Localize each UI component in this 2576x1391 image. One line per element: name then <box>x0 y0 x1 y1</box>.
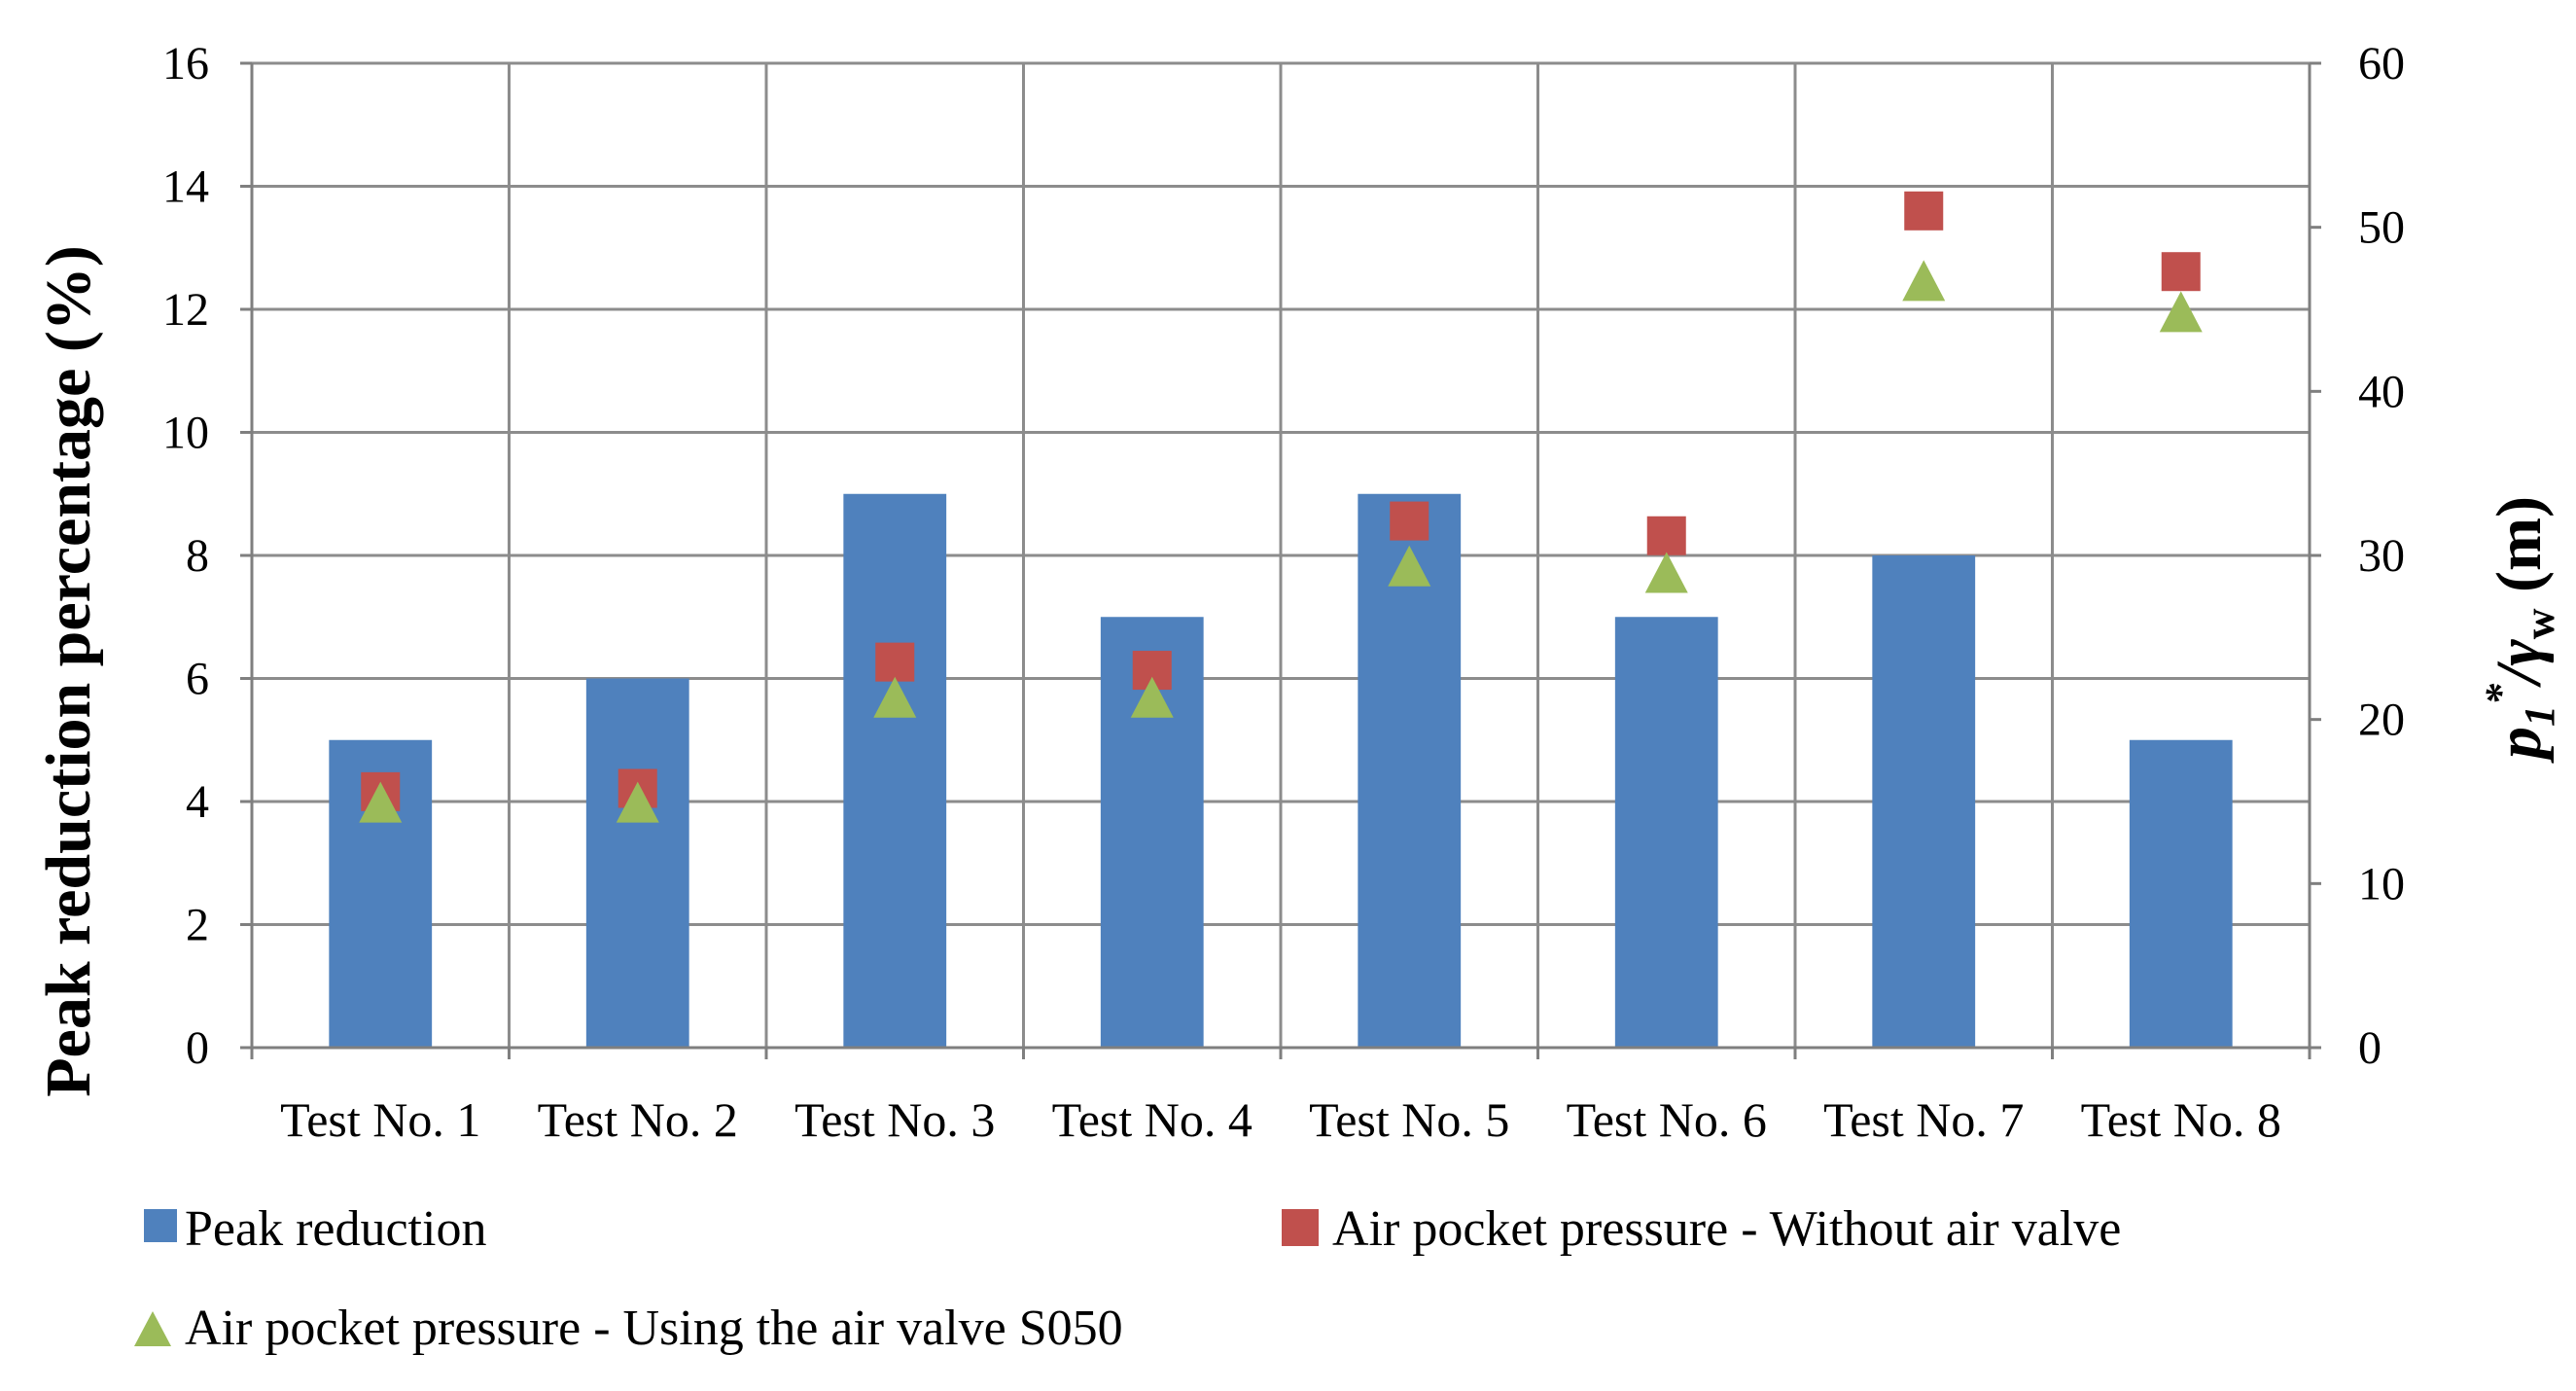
marker-triangle <box>616 781 659 823</box>
y-right-tick-label: 20 <box>2358 695 2405 746</box>
marker-series <box>359 191 2203 823</box>
x-category-label: Test No. 2 <box>538 1092 738 1147</box>
y-right-tick-label: 40 <box>2358 366 2405 417</box>
legend-label-using-air-valve: Air pocket pressure - Using the air valv… <box>185 1301 1123 1356</box>
y-axis-right-title: p1*/γw (m) <box>2477 496 2563 764</box>
grid <box>252 61 2311 1048</box>
y-right-label-main: p <box>2484 727 2555 764</box>
y-right-tick-label: 50 <box>2358 202 2405 254</box>
y-right-tick-label: 10 <box>2358 858 2405 910</box>
marker-square <box>1390 501 1429 541</box>
marker-triangle <box>873 676 917 718</box>
y-right-tick-label: 0 <box>2358 1022 2382 1074</box>
marker-triangle <box>359 781 403 823</box>
legend-item-without-air-valve: Air pocket pressure - Without air valve <box>1282 1201 2121 1257</box>
axis-labels: 0 2 4 6 8 10 12 14 16 0 10 20 30 40 50 60 Test No. 1 Test… <box>162 38 2405 1147</box>
marker-square <box>1904 191 1944 231</box>
legend-label-without-air-valve: Air pocket pressure - Without air valve <box>1332 1201 2121 1257</box>
legend-item-using-air-valve: Air pocket pressure - Using the air valv… <box>134 1301 1123 1356</box>
marker-square <box>875 642 915 682</box>
y-left-tick-label: 16 <box>162 38 209 89</box>
x-category-label: Test No. 7 <box>1823 1092 2024 1147</box>
marker-square <box>2161 252 2201 292</box>
y-right-label-sup: * <box>2477 683 2524 705</box>
y-left-tick-label: 10 <box>162 408 209 459</box>
x-category-label: Test No. 6 <box>1567 1092 1767 1147</box>
x-category-label: Test No. 8 <box>2081 1092 2281 1147</box>
marker-triangle <box>2159 291 2203 333</box>
y-left-tick-label: 4 <box>186 776 209 828</box>
marker-triangle <box>1644 552 1688 593</box>
y-axis-left-title: Peak reduction percentage (%) <box>33 245 104 1097</box>
legend-item-peak-reduction: Peak reduction <box>144 1201 486 1257</box>
marker-triangle <box>1902 260 1946 302</box>
axes <box>240 61 2321 1059</box>
legend-swatch-without-air-valve <box>1282 1209 1319 1246</box>
x-category-label: Test No. 5 <box>1309 1092 1509 1147</box>
y-right-label-sub2: w <box>2516 608 2563 639</box>
y-right-label-sub1: 1 <box>2516 705 2563 727</box>
marker-triangle <box>1130 676 1174 718</box>
bar-series <box>329 493 2233 1048</box>
y-right-tick-label: 30 <box>2358 530 2405 582</box>
y-left-tick-label: 14 <box>162 161 209 213</box>
y-right-label-slash: /γ <box>2484 639 2555 688</box>
marker-square <box>1646 516 1686 555</box>
bar <box>2129 739 2233 1048</box>
y-left-tick-label: 2 <box>186 900 209 951</box>
marker-triangle <box>1388 545 1431 587</box>
legend-swatch-peak-reduction <box>144 1209 177 1242</box>
y-right-label-units: (m) <box>2484 496 2555 608</box>
y-left-tick-label: 12 <box>162 284 209 336</box>
legend-swatch-using-air-valve <box>134 1311 171 1346</box>
y-left-tick-label: 8 <box>186 530 209 582</box>
legend-label-peak-reduction: Peak reduction <box>185 1201 486 1257</box>
y-left-tick-label: 6 <box>186 654 209 705</box>
x-category-label: Test No. 1 <box>280 1092 480 1147</box>
y-axis-left-label: Peak reduction percentage (%) <box>33 245 104 1097</box>
bar <box>1614 617 1718 1048</box>
y-right-tick-label: 60 <box>2358 38 2405 89</box>
bar <box>1872 555 1976 1048</box>
x-category-label: Test No. 4 <box>1052 1092 1253 1147</box>
x-category-label: Test No. 3 <box>794 1092 995 1147</box>
y-left-tick-label: 0 <box>186 1022 209 1074</box>
bar <box>843 493 947 1048</box>
y-axis-right-label: p1*/γw (m) <box>2477 496 2563 764</box>
bar <box>585 678 689 1048</box>
legend: Peak reduction Air pocket pressure - Wit… <box>134 1201 2121 1356</box>
